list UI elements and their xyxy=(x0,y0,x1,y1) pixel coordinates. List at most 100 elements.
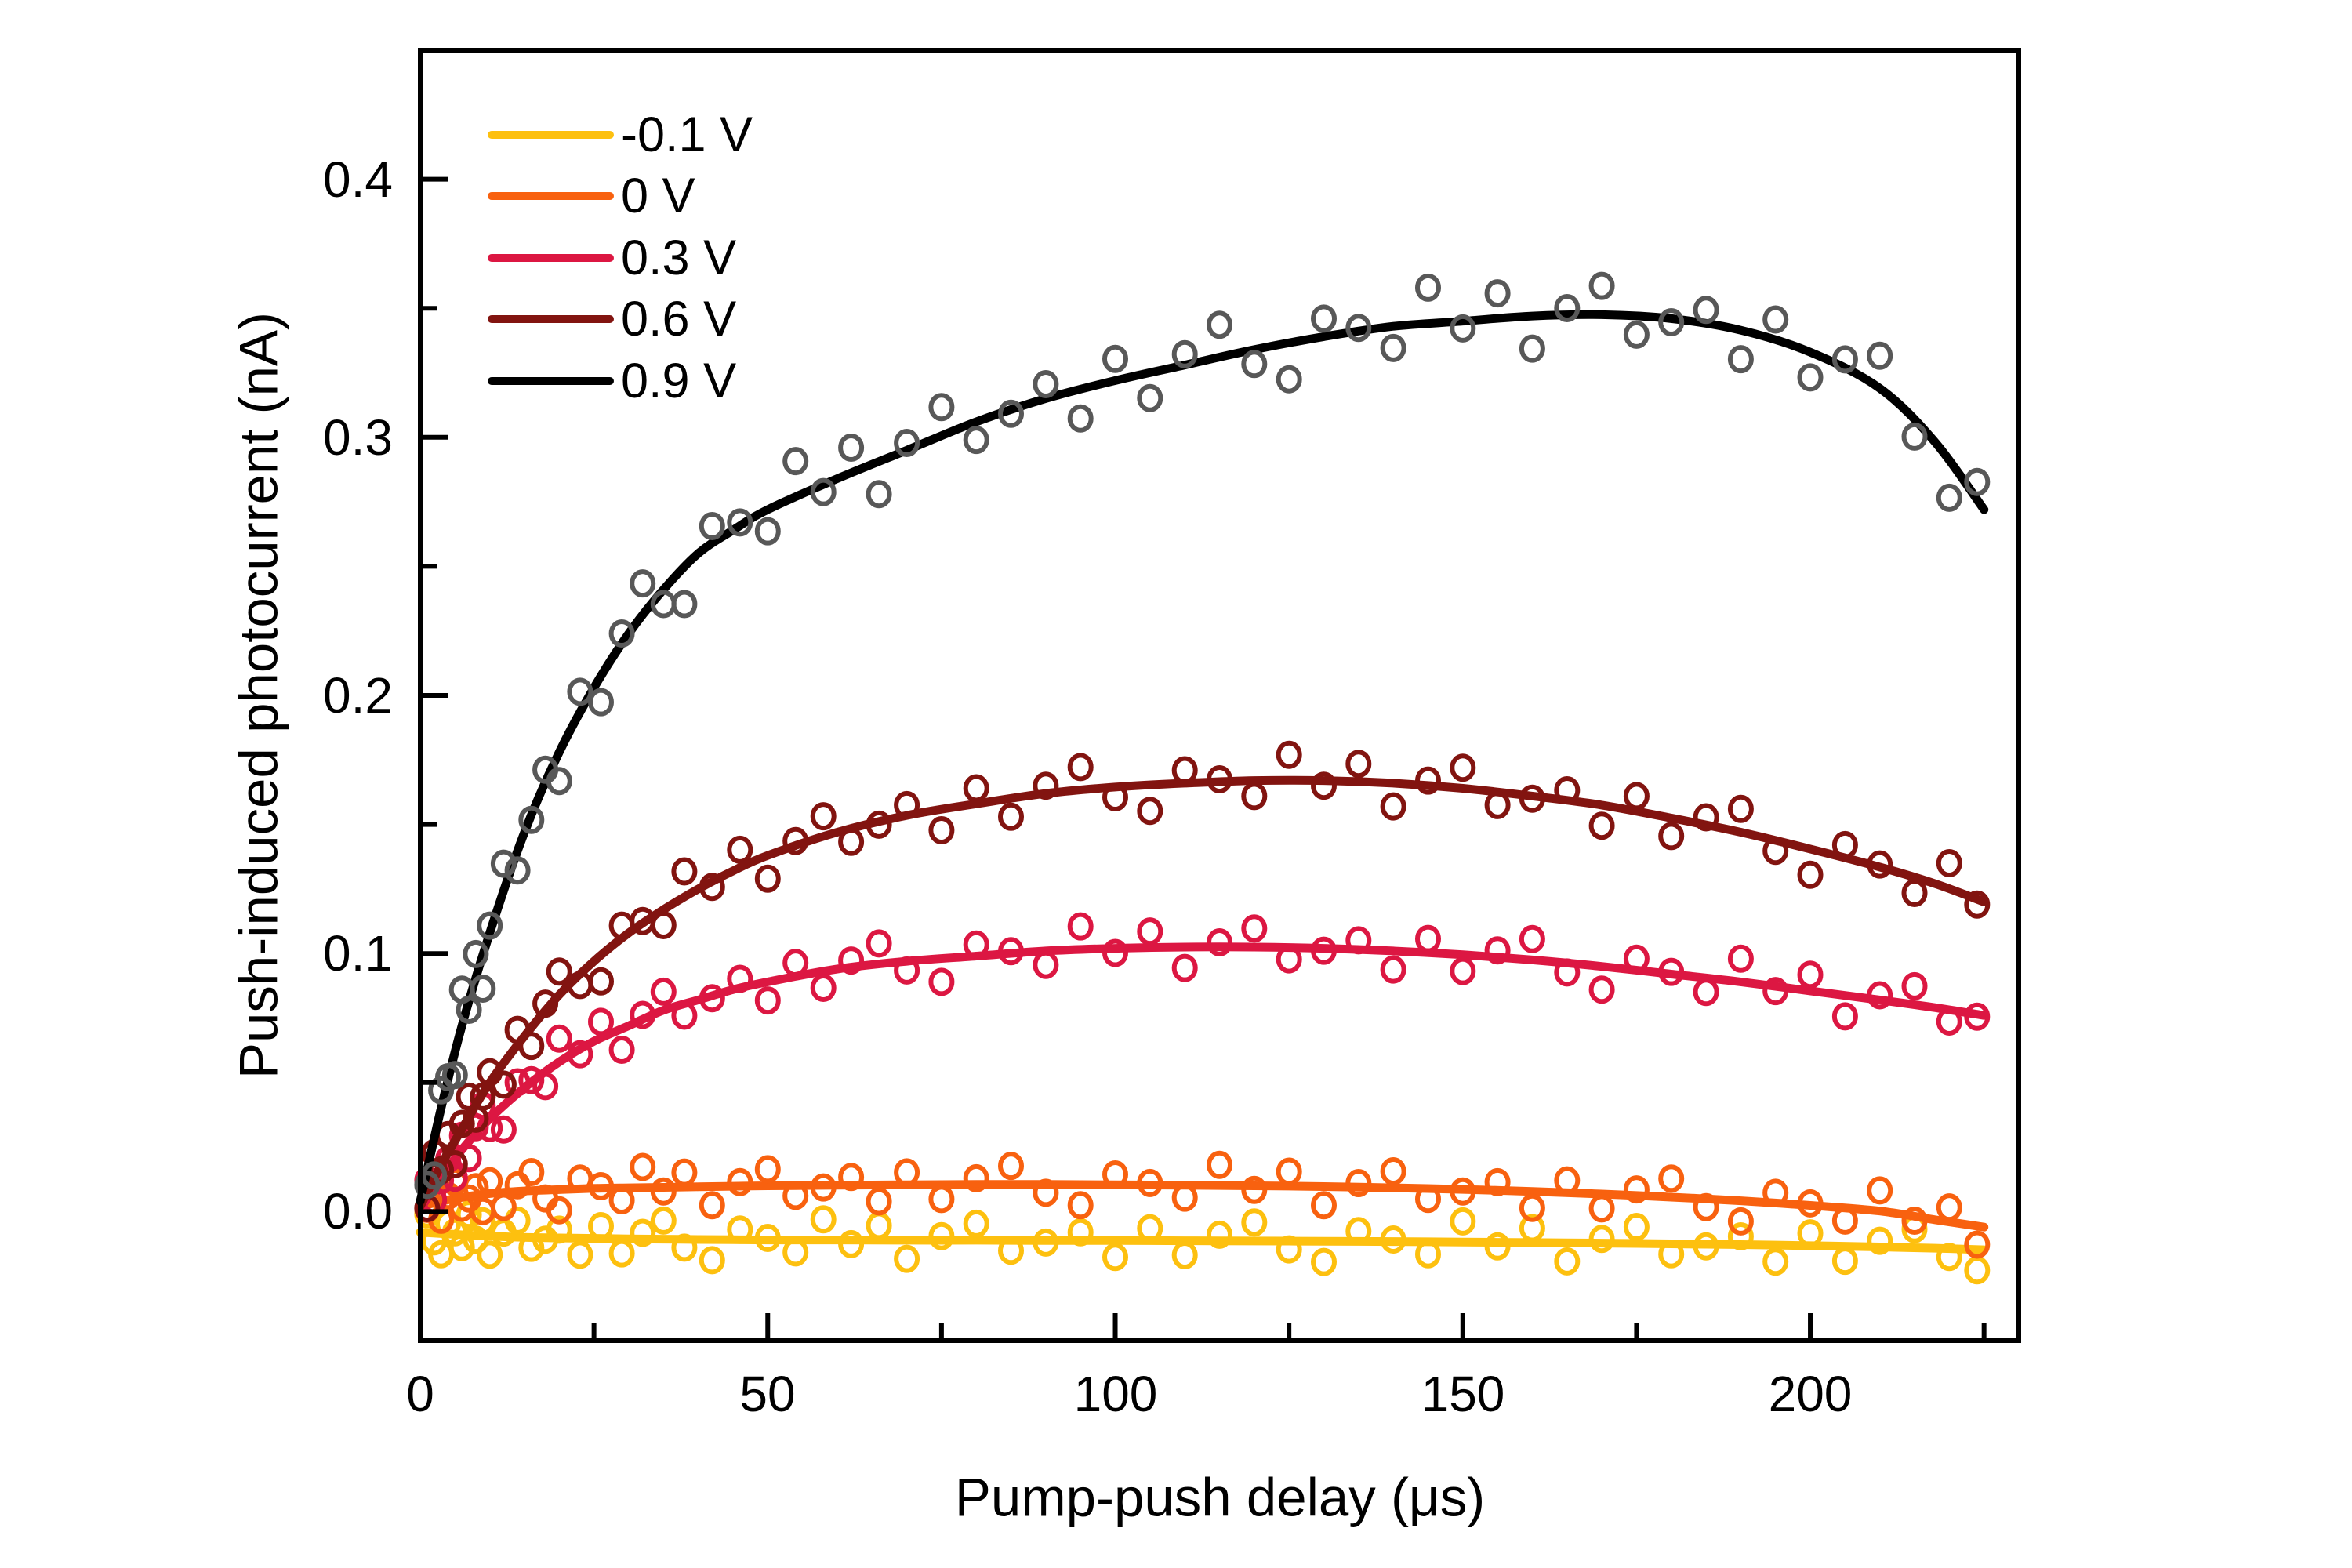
data-point-2 xyxy=(1623,944,1650,973)
data-point-3 xyxy=(1380,792,1406,821)
data-point-3 xyxy=(838,827,865,856)
y-axis-title: Push-induced photocurrent (nA) xyxy=(229,312,289,1079)
data-point-3 xyxy=(1901,879,1928,907)
y-tick-label-0: 0.0 xyxy=(323,1183,393,1240)
x-tick-label-1: 50 xyxy=(739,1366,795,1422)
data-point-2 xyxy=(1727,944,1754,973)
data-point-4 xyxy=(1797,363,1824,392)
x-tick-label-0: 0 xyxy=(406,1366,434,1422)
data-point-2 xyxy=(1762,977,1789,1006)
data-point-3 xyxy=(650,911,677,939)
data-point-1 xyxy=(782,1181,809,1210)
data-point-1 xyxy=(1867,1176,1893,1205)
data-point-2 xyxy=(782,949,809,978)
data-point-1 xyxy=(608,1186,635,1214)
data-point-4 xyxy=(463,939,489,968)
data-point-0 xyxy=(1102,1243,1128,1272)
data-point-2 xyxy=(1797,960,1824,989)
data-point-0 xyxy=(1727,1222,1754,1250)
data-point-3 xyxy=(1450,753,1476,782)
data-point-2 xyxy=(1554,958,1581,987)
data-point-0 xyxy=(810,1205,837,1234)
y-tick-label-3: 0.3 xyxy=(323,409,393,466)
data-point-2 xyxy=(928,967,955,996)
data-point-1 xyxy=(810,1173,837,1202)
y-tick-label-4: 0.4 xyxy=(323,151,393,208)
data-point-4 xyxy=(1311,304,1337,333)
data-point-3 xyxy=(1797,860,1824,889)
data-point-2 xyxy=(1693,978,1719,1007)
data-point-3 xyxy=(470,1082,496,1111)
data-point-2 xyxy=(998,937,1024,966)
data-point-3 xyxy=(963,774,989,803)
data-point-1 xyxy=(838,1163,865,1192)
data-point-3 xyxy=(1554,776,1581,804)
data-point-4 xyxy=(1519,334,1545,363)
data-point-3 xyxy=(1484,790,1511,819)
data-point-0 xyxy=(1067,1218,1094,1247)
data-point-1 xyxy=(963,1163,989,1192)
data-point-2 xyxy=(546,1024,572,1053)
data-point-1 xyxy=(866,1187,892,1216)
data-point-3 xyxy=(504,1015,531,1044)
data-point-2 xyxy=(1831,1002,1858,1031)
data-point-4 xyxy=(567,677,593,706)
data-point-4 xyxy=(1345,314,1372,343)
data-point-0 xyxy=(1554,1247,1581,1276)
data-point-3 xyxy=(1067,753,1094,782)
data-point-4 xyxy=(727,508,753,537)
data-point-1 xyxy=(998,1152,1024,1181)
data-point-2 xyxy=(1588,975,1615,1004)
data-point-2 xyxy=(456,1144,482,1173)
data-point-1 xyxy=(671,1158,698,1187)
data-point-4 xyxy=(1623,320,1650,349)
data-point-2 xyxy=(1901,971,1928,1000)
data-point-2 xyxy=(1137,917,1163,946)
data-point-1 xyxy=(630,1152,656,1181)
data-point-3 xyxy=(928,816,955,844)
data-point-2 xyxy=(671,1001,698,1030)
data-point-4 xyxy=(608,619,635,648)
data-point-3 xyxy=(448,1109,475,1138)
data-point-3 xyxy=(1033,771,1059,800)
data-point-2 xyxy=(1415,924,1441,953)
legend-label-4: 0.9 V xyxy=(621,354,736,408)
data-point-4 xyxy=(894,429,920,457)
data-point-0 xyxy=(650,1206,677,1235)
data-point-1 xyxy=(1623,1175,1650,1204)
data-point-4 xyxy=(963,426,989,455)
data-point-0 xyxy=(1831,1247,1858,1276)
data-point-2 xyxy=(1936,1007,1962,1036)
data-point-2 xyxy=(963,930,989,959)
data-point-4 xyxy=(1831,345,1858,374)
data-point-2 xyxy=(1207,928,1232,956)
data-point-0 xyxy=(608,1239,635,1268)
data-point-0 xyxy=(1415,1240,1441,1269)
data-point-2 xyxy=(810,974,837,1002)
data-point-1 xyxy=(588,1172,614,1200)
data-point-2 xyxy=(490,1115,517,1144)
data-point-1 xyxy=(1171,1183,1198,1212)
data-point-1 xyxy=(1345,1169,1372,1197)
data-point-4 xyxy=(1964,467,1991,496)
legend-label-0: -0.1 V xyxy=(621,107,753,162)
data-point-1 xyxy=(1311,1191,1337,1220)
data-point-1 xyxy=(1484,1167,1511,1196)
data-point-4 xyxy=(1727,345,1754,374)
data-point-3 xyxy=(1831,830,1858,859)
y-tick-label-1: 0.1 xyxy=(323,925,393,982)
data-point-0 xyxy=(1380,1225,1406,1254)
data-point-4 xyxy=(470,975,496,1003)
data-point-4 xyxy=(1484,279,1511,308)
data-point-0 xyxy=(1137,1214,1163,1243)
data-point-3 xyxy=(1964,890,1991,919)
data-point-0 xyxy=(588,1212,614,1240)
data-point-4 xyxy=(1241,350,1268,379)
data-point-3 xyxy=(1658,822,1685,851)
data-point-1 xyxy=(1554,1166,1581,1195)
data-point-1 xyxy=(518,1158,545,1186)
data-point-4 xyxy=(810,477,837,506)
data-point-4 xyxy=(1588,271,1615,300)
data-point-1 xyxy=(1964,1230,1991,1259)
fit-line-0 xyxy=(416,1228,1989,1254)
